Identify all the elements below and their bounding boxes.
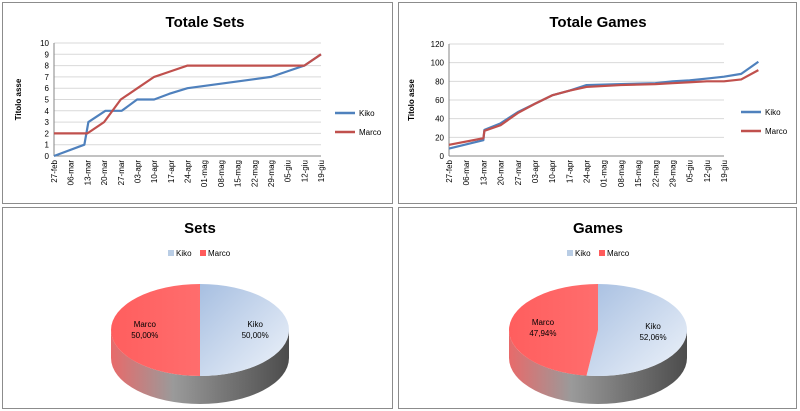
pie-label-pct-kiko: 50,00% — [242, 331, 269, 340]
x-tick-label: 15-mag — [634, 160, 643, 187]
legend-label-marco: Marco — [607, 249, 630, 258]
x-tick-label: 20-mar — [100, 160, 109, 186]
legend-swatch-kiko — [567, 250, 573, 256]
x-tick-label: 22-mag — [651, 160, 660, 187]
x-tick-label: 29-mag — [668, 160, 677, 187]
y-tick-label: 6 — [45, 84, 50, 93]
pie-label-name-kiko: Kiko — [645, 322, 661, 331]
x-tick-label: 22-mag — [250, 160, 259, 187]
series-line-kiko — [53, 53, 322, 158]
series-line-marco — [448, 69, 759, 146]
x-tick-label: 06-mar — [67, 160, 76, 186]
x-tick-label: 17-apr — [565, 160, 574, 183]
y-tick-label: 8 — [45, 62, 50, 71]
y-tick-label: 1 — [45, 141, 50, 150]
y-axis-label: Titolo asse — [407, 79, 416, 121]
x-tick-label: 24-apr — [184, 160, 193, 183]
x-tick-label: 19-giu — [317, 160, 326, 182]
x-tick-label: 05-giu — [284, 160, 293, 182]
legend-swatch-kiko — [168, 250, 174, 256]
x-tick-label: 08-mag — [217, 160, 226, 187]
y-tick-label: 5 — [45, 96, 50, 105]
chart-svg-totale-games: Totale Games 0 20 40 60 80 100 120 Titolo asse 27… — [407, 14, 788, 187]
pie-label-name-marco: Marco — [134, 320, 157, 329]
y-tick-label: 0 — [440, 152, 445, 161]
pie-label-pct-kiko: 52,06% — [639, 333, 666, 342]
y-tick-label: 0 — [45, 152, 50, 161]
y-tick-label: 3 — [45, 118, 50, 127]
x-tick-label: 05-giu — [686, 160, 695, 182]
chart-title: Sets — [184, 220, 216, 237]
chart-svg-totale-sets: Totale Sets 0 1 2 3 4 5 6 7 8 9 10 Titolo asse 27-feb… — [14, 14, 382, 187]
legend-label-marco: Marco — [359, 128, 382, 137]
x-tick-label: 12-giu — [703, 160, 712, 182]
legend-label-marco: Marco — [208, 249, 231, 258]
x-tick-label: 27-feb — [50, 159, 59, 182]
x-tick-label: 13-mar — [479, 160, 488, 186]
chart-totale-games: Totale Games 0 20 40 60 80 100 120 Titolo asse 27… — [398, 2, 797, 204]
y-tick-label: 100 — [431, 59, 445, 68]
pie-side — [111, 330, 289, 404]
series-line-kiko — [448, 60, 760, 150]
pie-label-name-kiko: Kiko — [247, 320, 263, 329]
x-tick-label: 03-apr — [531, 160, 540, 183]
chart-title: Totale Sets — [166, 14, 245, 31]
pie-slice-kiko — [586, 284, 687, 376]
pie-side — [509, 330, 687, 404]
y-tick-label: 9 — [45, 50, 50, 59]
x-tick-label: 01-mag — [600, 160, 609, 187]
chart-svg-games-pie: Games Kiko Marco Kiko 52,06% Marco 47,94% — [509, 220, 687, 404]
pie-label-pct-marco: 47,94% — [529, 329, 556, 338]
y-tick-label: 80 — [435, 77, 444, 86]
chart-title: Games — [573, 220, 623, 237]
x-tick-label: 08-mag — [617, 160, 626, 187]
legend-label-marco: Marco — [765, 127, 788, 136]
legend-label-kiko: Kiko — [575, 249, 591, 258]
x-tick-label: 10-apr — [548, 160, 557, 183]
y-tick-label: 7 — [45, 73, 50, 82]
pie-slice-marco — [111, 284, 200, 376]
y-tick-label: 40 — [435, 115, 444, 124]
x-tick-label: 10-apr — [150, 160, 159, 183]
x-tick-label: 13-mar — [83, 160, 92, 186]
x-tick-label: 27-mar — [117, 160, 126, 186]
legend-swatch-marco — [599, 250, 605, 256]
x-tick-label: 12-giu — [300, 160, 309, 182]
y-axis-label: Titolo asse — [14, 78, 23, 120]
x-tick-label: 29-mag — [267, 160, 276, 187]
x-tick-label: 27-mar — [514, 160, 523, 186]
legend-label-kiko: Kiko — [176, 249, 192, 258]
x-tick-label: 01-mag — [200, 160, 209, 187]
legend-swatch-marco — [200, 250, 206, 256]
x-tick-label: 03-apr — [133, 160, 142, 183]
x-tick-label: 06-mar — [462, 160, 471, 186]
x-tick-label: 24-apr — [583, 160, 592, 183]
legend-label-kiko: Kiko — [359, 109, 375, 118]
chart-svg-sets-pie: Sets Kiko Marco Kiko 50,00% Marco 50,00% — [111, 220, 289, 404]
chart-sets-pie: Sets Kiko Marco Kiko 50,00% Marco 50,00% — [2, 207, 393, 409]
pie-slice-kiko — [200, 284, 289, 376]
x-tick-label: 15-mag — [234, 160, 243, 187]
pie-slice-marco — [509, 284, 598, 376]
x-tick-label: 17-apr — [167, 160, 176, 183]
y-tick-label: 4 — [45, 107, 50, 116]
x-tick-label: 20-mar — [497, 160, 506, 186]
legend-label-kiko: Kiko — [765, 108, 781, 117]
y-tick-label: 20 — [435, 133, 444, 142]
chart-totale-sets: Totale Sets 0 1 2 3 4 5 6 7 8 9 10 Titolo asse 27-feb… — [2, 2, 393, 204]
x-tick-label: 19-giu — [720, 160, 729, 182]
y-tick-label: 10 — [40, 39, 49, 48]
y-tick-label: 120 — [431, 40, 445, 49]
pie-label-pct-marco: 50,00% — [131, 331, 158, 340]
series-line-marco — [54, 53, 322, 135]
chart-title: Totale Games — [549, 14, 646, 31]
pie-label-name-marco: Marco — [532, 318, 555, 327]
x-tick-label: 27-feb — [445, 159, 454, 182]
y-tick-label: 60 — [435, 96, 444, 105]
chart-games-pie: Games Kiko Marco Kiko 52,06% Marco 47,94% — [398, 207, 797, 409]
y-tick-label: 2 — [45, 129, 50, 138]
